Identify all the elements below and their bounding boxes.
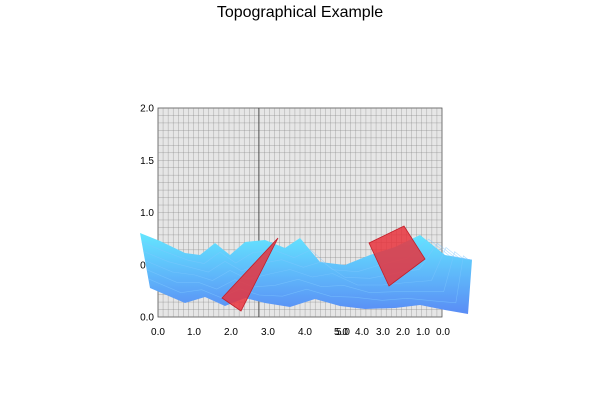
y-tick-labels: 0.00.51.01.52.0 bbox=[140, 104, 154, 324]
x-tick-label-left: 2.0 bbox=[224, 327, 238, 338]
surface-facet-line bbox=[148, 255, 473, 304]
y-tick-label: 2.0 bbox=[140, 104, 154, 115]
y-tick-label: 0.0 bbox=[140, 313, 154, 324]
red-square bbox=[368, 225, 426, 287]
y-tick-label: 1.5 bbox=[140, 156, 154, 167]
x-tick-label-right: 5.0 bbox=[336, 327, 350, 338]
surface-facet-line bbox=[146, 251, 473, 293]
x-tick-label-right: 0.0 bbox=[436, 327, 450, 338]
x-tick-label-right: 2.0 bbox=[396, 327, 410, 338]
polygon-overlays bbox=[221, 225, 426, 312]
x-tick-label-right: 3.0 bbox=[376, 327, 390, 338]
x-tick-label-right: 4.0 bbox=[355, 327, 369, 338]
chart-title: Topographical Example bbox=[216, 4, 384, 21]
x-tick-label-left: 1.0 bbox=[187, 327, 201, 338]
x-tick-label-right: 1.0 bbox=[416, 327, 430, 338]
x-tick-label-left: 5.0 bbox=[334, 327, 348, 338]
x-tick-label-left: 3.0 bbox=[261, 327, 275, 338]
red-triangle bbox=[221, 237, 279, 312]
x-tick-label-left: 4.0 bbox=[298, 327, 312, 338]
x-tick-label-left: 0.0 bbox=[151, 327, 165, 338]
x-tick-labels: 0.0 1.0 2.0 3.0 4.0 5.05.0 4.0 3.0 2.0 1.0 0.0 bbox=[151, 327, 450, 338]
y-tick-label: 1.0 bbox=[140, 208, 154, 219]
surface-facet-line bbox=[143, 242, 473, 279]
surface-facet-line bbox=[144, 247, 473, 286]
